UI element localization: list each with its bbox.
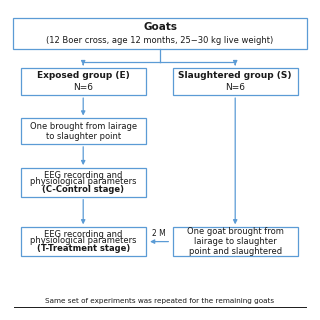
Text: (C-Control stage): (C-Control stage) <box>42 185 124 194</box>
Text: Slaughtered group (S): Slaughtered group (S) <box>179 71 292 80</box>
Text: physiological parameters: physiological parameters <box>30 177 136 186</box>
Text: One brought from lairage
to slaughter point: One brought from lairage to slaughter po… <box>30 122 137 141</box>
Text: One goat brought from
lairage to slaughter
point and slaughtered: One goat brought from lairage to slaught… <box>187 227 284 257</box>
FancyBboxPatch shape <box>21 168 146 197</box>
Text: (12 Boer cross, age 12 months, 25−30 kg live weight): (12 Boer cross, age 12 months, 25−30 kg … <box>46 36 274 45</box>
Text: Exposed group (E): Exposed group (E) <box>37 71 130 80</box>
Text: physiological parameters: physiological parameters <box>30 236 136 245</box>
FancyBboxPatch shape <box>21 227 146 256</box>
FancyBboxPatch shape <box>173 227 298 256</box>
Text: Same set of experiments was repeated for the remaining goats: Same set of experiments was repeated for… <box>45 298 275 304</box>
FancyBboxPatch shape <box>13 18 307 49</box>
Text: N=6: N=6 <box>225 83 245 92</box>
Text: 2 M: 2 M <box>152 229 166 238</box>
Text: Goats: Goats <box>143 22 177 32</box>
Text: EEG recording and: EEG recording and <box>44 230 122 239</box>
FancyBboxPatch shape <box>21 68 146 95</box>
Text: EEG recording and: EEG recording and <box>44 171 122 180</box>
FancyBboxPatch shape <box>173 68 298 95</box>
Text: N=6: N=6 <box>73 83 93 92</box>
FancyBboxPatch shape <box>21 118 146 144</box>
Text: (T-Treatment stage): (T-Treatment stage) <box>36 244 130 253</box>
